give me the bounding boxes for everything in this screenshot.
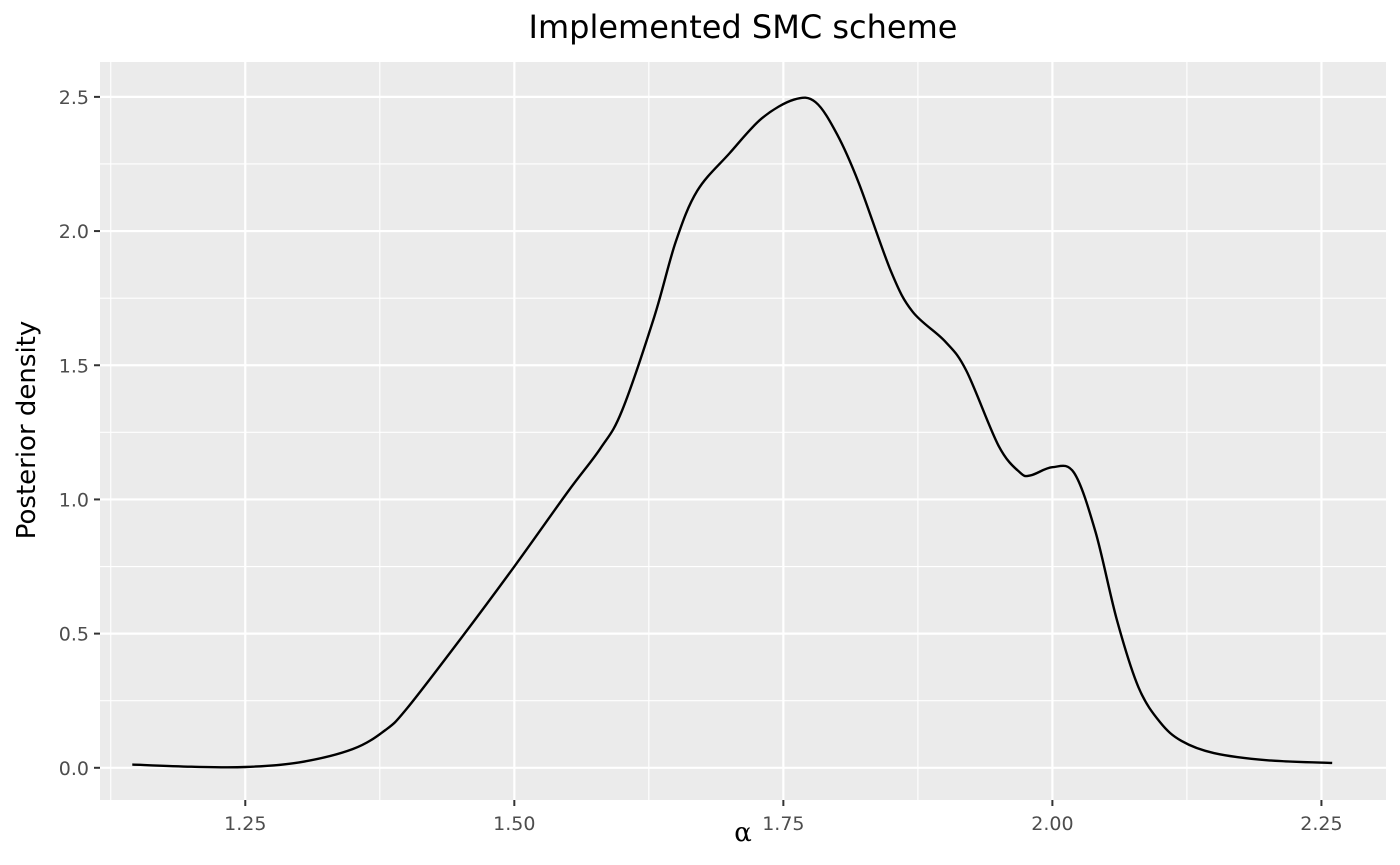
x-tick-label: 1.50 bbox=[493, 813, 535, 835]
y-tick-label: 1.5 bbox=[59, 355, 89, 377]
x-tick-label: 1.25 bbox=[224, 813, 266, 835]
plot-panel bbox=[100, 62, 1386, 800]
chart-title: Implemented SMC scheme bbox=[528, 8, 958, 46]
x-tick-label: 2.25 bbox=[1300, 813, 1342, 835]
y-tick-label: 0.5 bbox=[59, 624, 89, 646]
y-tick-label: 1.0 bbox=[59, 489, 89, 511]
x-tick-label: 2.00 bbox=[1031, 813, 1073, 835]
y-axis-label: Posterior density bbox=[12, 320, 42, 540]
x-tick-label: 1.75 bbox=[762, 813, 804, 835]
y-tick-label: 0.0 bbox=[59, 758, 89, 780]
density-curve bbox=[132, 96, 1333, 769]
y-tick-label: 2.5 bbox=[59, 87, 89, 109]
y-tick-label: 2.0 bbox=[59, 221, 89, 243]
x-axis-label: α bbox=[734, 818, 752, 848]
